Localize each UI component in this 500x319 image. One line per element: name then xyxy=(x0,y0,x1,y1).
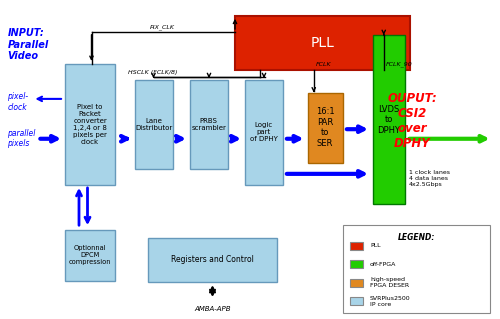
Text: Lane
Distributor: Lane Distributor xyxy=(135,118,172,131)
Text: FCLK_90: FCLK_90 xyxy=(386,61,413,67)
Text: Pixel to
Packet
converter
1,2,4 or 8
pixels per
clock: Pixel to Packet converter 1,2,4 or 8 pix… xyxy=(73,104,107,145)
Text: FCLK: FCLK xyxy=(316,62,332,67)
Text: AMBA-APB: AMBA-APB xyxy=(194,306,231,312)
FancyBboxPatch shape xyxy=(350,260,362,268)
Text: 16:1
PAR
to
SER: 16:1 PAR to SER xyxy=(316,108,334,148)
Text: off-FPGA: off-FPGA xyxy=(370,262,396,267)
FancyBboxPatch shape xyxy=(308,93,342,163)
FancyBboxPatch shape xyxy=(350,297,362,305)
FancyBboxPatch shape xyxy=(372,35,405,204)
Text: LEGEND:: LEGEND: xyxy=(398,233,435,242)
Text: PLL: PLL xyxy=(310,36,334,50)
Text: pixel-
clock: pixel- clock xyxy=(8,93,28,112)
Text: INPUT:
Parallel
Video: INPUT: Parallel Video xyxy=(8,28,49,61)
FancyBboxPatch shape xyxy=(148,238,278,282)
FancyBboxPatch shape xyxy=(350,279,362,287)
Text: PRBS
scrambler: PRBS scrambler xyxy=(192,118,226,131)
FancyBboxPatch shape xyxy=(135,80,172,169)
FancyBboxPatch shape xyxy=(65,64,115,185)
Text: OUPUT:
CSI2
over
DPHY: OUPUT: CSI2 over DPHY xyxy=(388,92,438,150)
Text: PLL: PLL xyxy=(370,243,380,248)
Text: Registers and Control: Registers and Control xyxy=(171,256,254,264)
Text: LVDS
to
DPHY: LVDS to DPHY xyxy=(378,105,400,135)
Text: Logic
part
of DPHY: Logic part of DPHY xyxy=(250,122,278,142)
Text: parallel
pixels: parallel pixels xyxy=(8,129,36,148)
Text: Optionnal
DPCM
compression: Optionnal DPCM compression xyxy=(69,245,111,265)
FancyBboxPatch shape xyxy=(350,242,362,249)
FancyBboxPatch shape xyxy=(245,80,282,185)
Text: SVRPlus2500
IP core: SVRPlus2500 IP core xyxy=(370,296,410,307)
Text: 1 clock lanes
4 data lanes
4x2.5Gbps: 1 clock lanes 4 data lanes 4x2.5Gbps xyxy=(409,170,450,187)
Text: HSCLK (FCLK/8): HSCLK (FCLK/8) xyxy=(128,70,177,75)
FancyBboxPatch shape xyxy=(235,16,410,70)
FancyBboxPatch shape xyxy=(65,230,115,281)
Text: high-speed
FPGA DESER: high-speed FPGA DESER xyxy=(370,277,409,288)
FancyBboxPatch shape xyxy=(342,225,490,313)
FancyBboxPatch shape xyxy=(190,80,228,169)
Text: PIX_CLK: PIX_CLK xyxy=(150,24,175,30)
